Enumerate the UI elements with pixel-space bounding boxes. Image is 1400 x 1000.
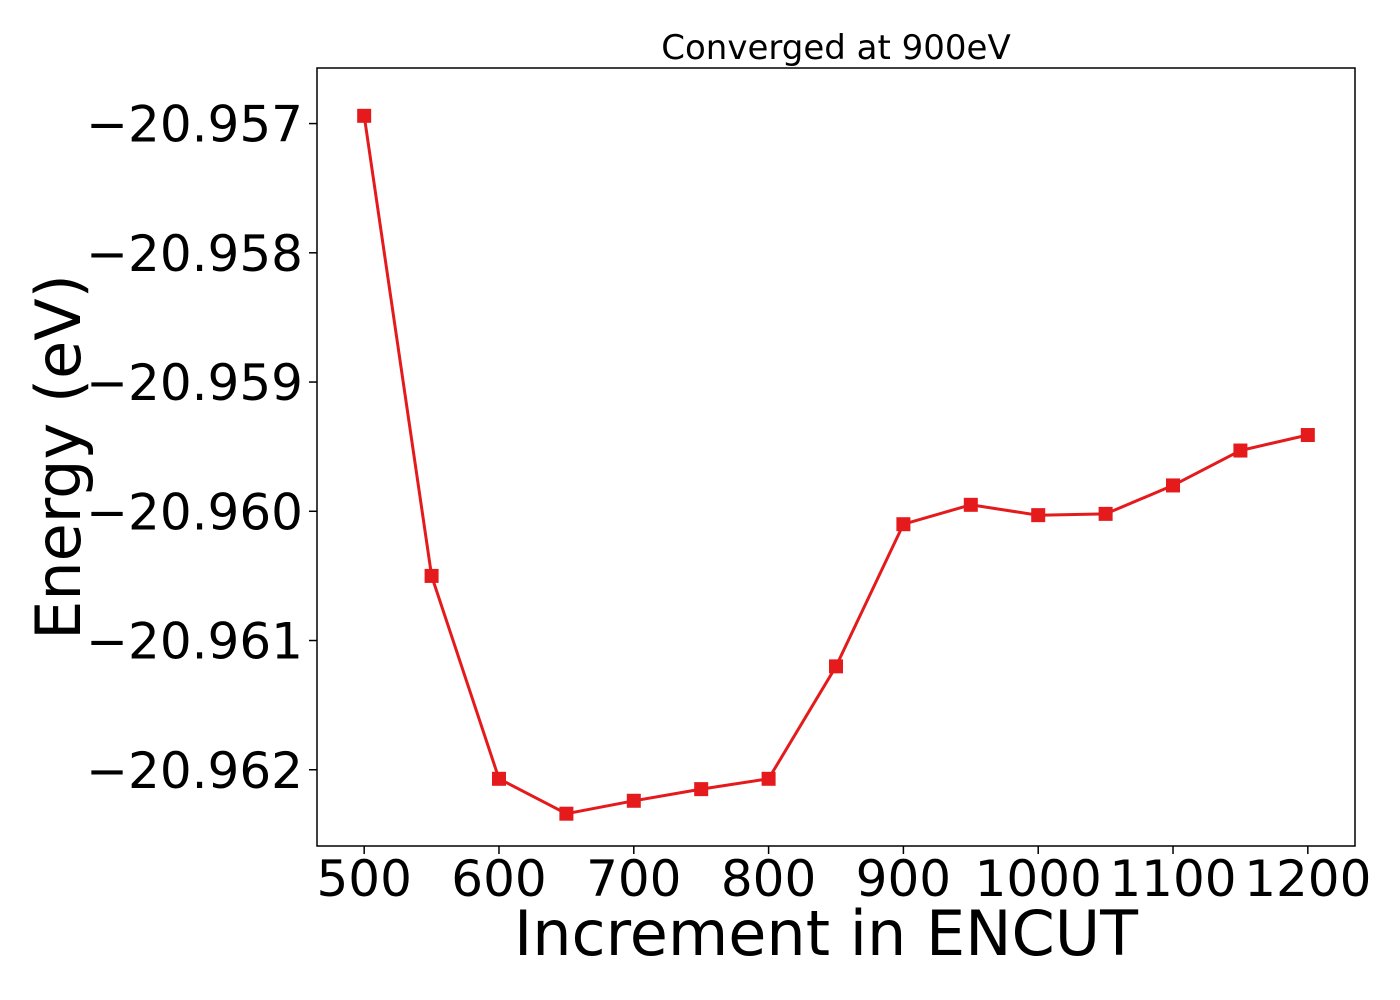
data-point xyxy=(626,793,641,808)
x-tick-label: 800 xyxy=(721,850,816,908)
x-tick-label: 1000 xyxy=(975,850,1102,908)
data-point xyxy=(1031,508,1046,523)
series-line xyxy=(362,115,1309,816)
x-tick-label: 500 xyxy=(316,850,411,908)
series-layer xyxy=(357,108,1315,821)
y-tick-label: −20.959 xyxy=(86,354,303,412)
y-tick-label: −20.961 xyxy=(86,613,303,671)
data-point xyxy=(424,568,439,583)
y-tick-label: −20.958 xyxy=(86,225,303,283)
x-tick-label: 900 xyxy=(856,850,951,908)
data-point xyxy=(694,782,709,797)
data-point xyxy=(491,771,506,786)
data-point xyxy=(896,517,911,532)
x-tick-label: 1200 xyxy=(1244,850,1371,908)
x-tick-label: 1100 xyxy=(1109,850,1236,908)
x-axis: 500 600 700 800 900 1000 1100 1200 xyxy=(316,846,1371,908)
y-tick-label: −20.960 xyxy=(86,483,303,541)
chart-title: Converged at 900eV xyxy=(661,28,1010,68)
data-point xyxy=(1166,478,1181,493)
data-point xyxy=(1098,506,1113,521)
data-point xyxy=(761,771,776,786)
plot-area xyxy=(316,67,1356,847)
x-tick-label: 700 xyxy=(586,850,681,908)
y-axis: −20.957 −20.958 −20.959 −20.960 −20.961 −20.9… xyxy=(86,96,317,800)
y-tick-label: −20.962 xyxy=(86,742,303,800)
data-point xyxy=(1233,443,1248,458)
data-point xyxy=(829,659,843,674)
data-point xyxy=(1300,428,1315,443)
data-point xyxy=(357,108,372,123)
data-point xyxy=(559,806,574,821)
x-tick-label: 600 xyxy=(451,850,546,908)
x-axis-label: Increment in ENCUT xyxy=(514,897,1139,970)
data-point xyxy=(963,497,978,512)
y-axis-label: Energy (eV) xyxy=(22,274,95,640)
y-tick-label: −20.957 xyxy=(86,96,303,154)
